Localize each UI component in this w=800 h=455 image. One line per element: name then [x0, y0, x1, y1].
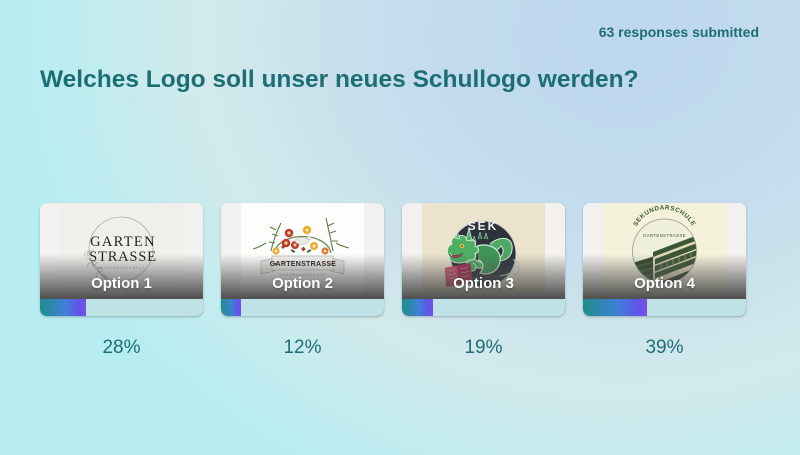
svg-text:GARTEN: GARTEN: [90, 234, 156, 250]
svg-text:SEK: SEK: [468, 219, 499, 233]
svg-text:GARTENSTRASSE: GARTENSTRASSE: [643, 233, 686, 238]
